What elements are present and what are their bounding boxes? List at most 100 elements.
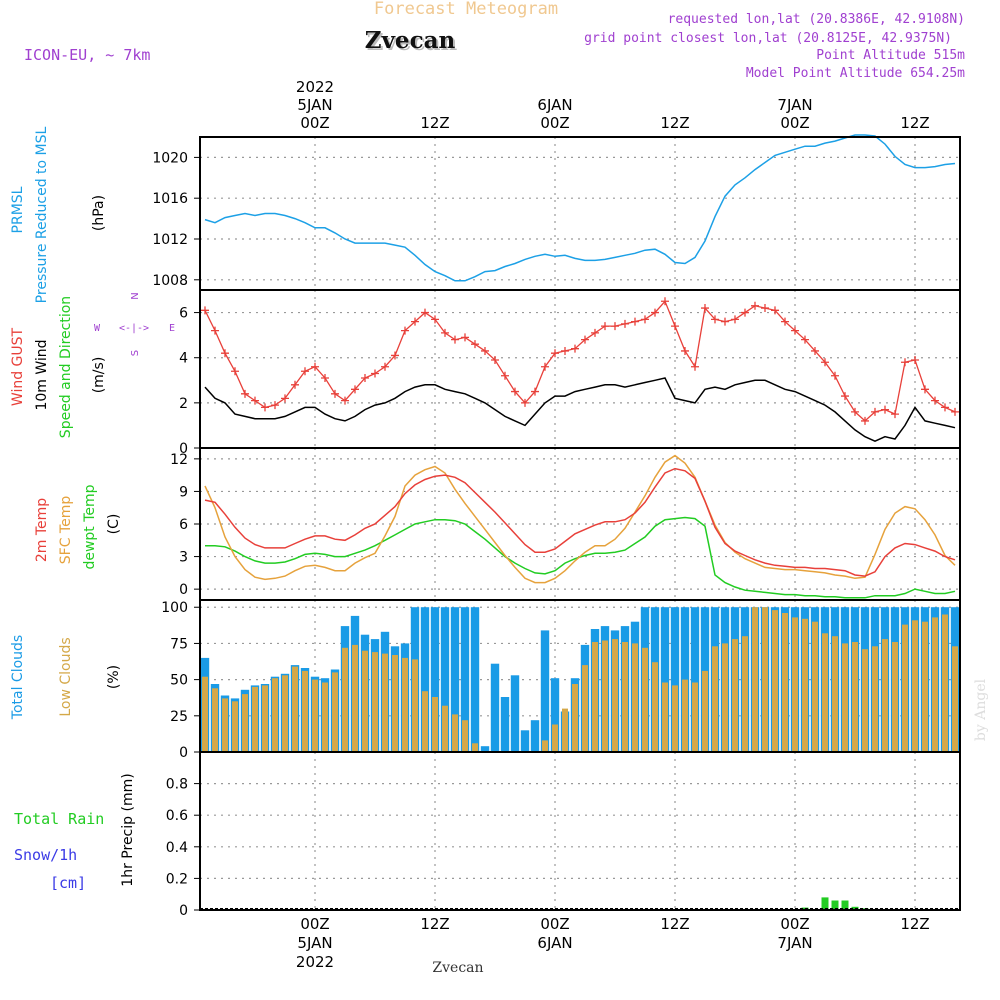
gust-point xyxy=(581,335,589,344)
watermark: by Angel xyxy=(973,678,989,741)
gust-point xyxy=(901,358,909,367)
low-cloud-bar xyxy=(292,666,298,752)
snow-label: Snow/1h xyxy=(14,846,77,864)
gust-point xyxy=(241,389,249,398)
total-cloud-bar xyxy=(520,730,530,752)
temp-unit: (C) xyxy=(106,514,122,535)
gust-point xyxy=(641,315,649,324)
low-cloud-bar xyxy=(572,684,578,752)
total-cloud-bar xyxy=(430,607,440,752)
low-cloud-bar xyxy=(792,617,798,752)
pressure-unit: (hPa) xyxy=(91,195,107,231)
gust-point xyxy=(471,340,479,349)
top-date-label: 7JAN xyxy=(777,96,812,114)
y-tick-label: 75 xyxy=(170,636,188,652)
bottom-date-label: 6JAN xyxy=(537,934,572,952)
gust-point xyxy=(571,344,579,353)
gust-label: Wind GUST xyxy=(10,327,26,406)
gust-point xyxy=(211,326,219,335)
gust-point xyxy=(931,396,939,405)
bottom-time-label: 00Z xyxy=(300,915,329,933)
grid-point-coords: grid point closest lon,lat (20.8125E, 42… xyxy=(584,31,952,46)
compass-arrows: <-|-> xyxy=(119,323,149,334)
total-cloud-bar xyxy=(490,663,500,752)
gust-point xyxy=(751,301,759,310)
compass-s: S xyxy=(130,350,141,356)
y-tick-label: 0.6 xyxy=(166,808,188,824)
low-cloud-bar xyxy=(332,672,338,752)
dewpoint-line xyxy=(205,516,956,599)
gust-point xyxy=(561,346,569,355)
gust-point xyxy=(871,407,879,416)
panel-frame xyxy=(199,751,961,911)
low-cloud-bar xyxy=(652,662,658,752)
low-cloud-bar xyxy=(372,652,378,752)
t2m-label: 2m Temp xyxy=(34,498,50,562)
low-cloud-bar xyxy=(442,705,448,752)
bottom-date-label: 5JAN xyxy=(297,934,332,952)
compass-w: W xyxy=(94,323,101,334)
low-cloud-bar xyxy=(552,724,558,752)
gust-point xyxy=(281,394,289,403)
low-cloud-bar xyxy=(402,657,408,752)
low-cloud-bar xyxy=(842,643,848,752)
total-cloud-bar xyxy=(540,630,550,752)
y-tick-label: 25 xyxy=(170,709,188,725)
gust-point xyxy=(631,317,639,326)
top-time-label: 00Z xyxy=(300,114,329,132)
pressure-label: Pressure Reduced to MSL xyxy=(34,126,50,303)
gust-point xyxy=(601,322,609,331)
y-tick-label: 1020 xyxy=(152,150,188,166)
y-tick-label: 0 xyxy=(179,903,188,919)
gust-point xyxy=(881,405,889,414)
gust-point xyxy=(821,358,829,367)
y-tick-label: 0.8 xyxy=(166,777,188,793)
wind-speed-line xyxy=(204,377,956,443)
top-time-label: 12Z xyxy=(660,114,689,132)
gust-point xyxy=(301,367,309,376)
gust-point xyxy=(851,407,859,416)
low-cloud-bar xyxy=(362,650,368,752)
dewpt-label: dewpt Temp xyxy=(82,484,98,569)
y-tick-label: 6 xyxy=(179,306,188,322)
low-cloud-bar xyxy=(352,644,358,752)
top-time-label: 12Z xyxy=(420,114,449,132)
gust-point xyxy=(531,387,539,396)
bottom-time-label: 12Z xyxy=(420,915,449,933)
low-cloud-bar xyxy=(392,655,398,752)
y-tick-label: 1016 xyxy=(152,191,188,207)
gust-point xyxy=(781,317,789,326)
bottom-date-label: 7JAN xyxy=(777,934,812,952)
gust-point xyxy=(791,326,799,335)
gust-point xyxy=(371,369,379,378)
low-cloud-bar xyxy=(302,670,308,752)
low-cloud-bar xyxy=(632,643,638,752)
gust-point xyxy=(441,328,449,337)
footer-location: Zvecan xyxy=(432,960,483,976)
low-cloud-bar xyxy=(932,617,938,752)
model-label: ICON-EU, ~ 7km xyxy=(24,46,150,64)
precip-label: 1hr Precip (mm) xyxy=(120,773,136,886)
rain-bar xyxy=(841,900,849,910)
gust-point xyxy=(511,387,519,396)
top-year-label: 2022 xyxy=(296,78,334,96)
low-cloud-bar xyxy=(202,676,208,752)
gust-point xyxy=(681,346,689,355)
y-tick-label: 2 xyxy=(179,396,188,412)
y-tick-label: 50 xyxy=(170,673,188,689)
gust-point xyxy=(831,371,839,380)
y-tick-label: 6 xyxy=(179,517,188,533)
y-tick-label: 0.2 xyxy=(166,871,188,887)
gust-point xyxy=(311,362,319,371)
low-cloud-bar xyxy=(682,679,688,752)
sfc-temp-line xyxy=(204,454,956,584)
gust-point xyxy=(621,319,629,328)
gust-point xyxy=(771,306,779,315)
total-cloud-bar xyxy=(510,675,520,752)
gust-point xyxy=(701,304,709,313)
gust-point xyxy=(381,362,389,371)
gust-point xyxy=(861,416,869,425)
low-cloud-bar xyxy=(742,636,748,752)
gust-point xyxy=(451,335,459,344)
